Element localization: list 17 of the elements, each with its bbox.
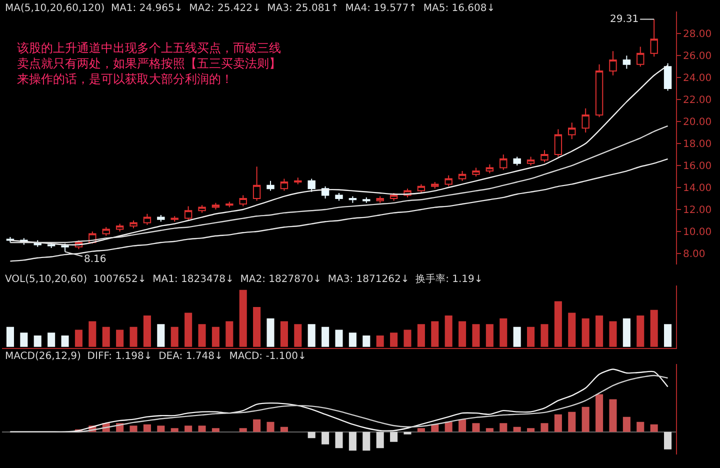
- y-tick-label: 14.00: [683, 183, 712, 194]
- y-tick-label: 24.00: [683, 73, 712, 84]
- annotation: 该股的上升通道中出现多个上五线买点，而破三线卖点就只有两处，如果严格按照【五三买卖法则】来操作的话，是可以获取大部分利润的！: [17, 41, 281, 86]
- text: MACD(26,12,9) DIFF: 1.198↓ DEA: 1.748↓ MACD: -1.100↓: [5, 351, 306, 362]
- y-tick-label: 18.00: [683, 139, 712, 150]
- y-tick-label: 20.00: [683, 117, 712, 128]
- annotation: 29.31: [610, 14, 639, 25]
- y-tick-label: 28.00: [683, 29, 712, 40]
- y-tick-label: 16.00: [683, 161, 712, 172]
- y-tick-label: 22.00: [683, 95, 712, 106]
- y-tick-label: 10.00: [683, 227, 712, 238]
- y-tick-label: 8.00: [683, 248, 706, 260]
- y-tick-label: 12.00: [683, 205, 712, 216]
- text: VOL(5,10,20,60) 1007652↓ MA1: 1823478↓ MA2: 1827870↓ MA3: 1871262↓ 换手率: 1.19↓: [5, 273, 483, 285]
- y-tick-label: 26.00: [683, 51, 712, 62]
- annotation: MA(5,10,20,60,120) MA1: 24.965↓ MA2: 25.422↓ MA3: 25.081↑ MA4: 19.577↑ MA5: 16.608↓: [5, 3, 496, 14]
- annotation: 8.16: [84, 254, 106, 265]
